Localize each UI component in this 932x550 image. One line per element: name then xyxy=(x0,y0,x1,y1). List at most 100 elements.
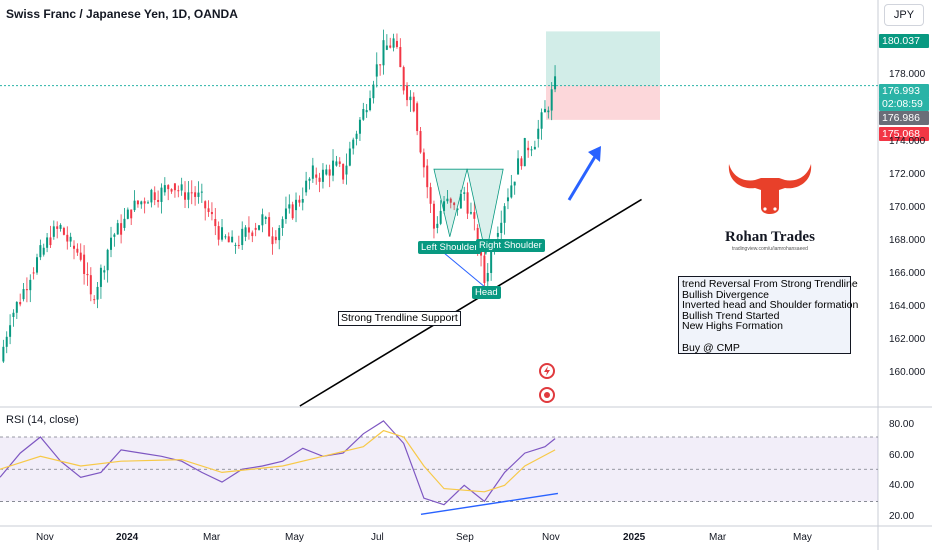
right-shoulder-label[interactable]: Right Shoulder xyxy=(476,239,545,252)
candle-body xyxy=(197,192,200,197)
candle-body xyxy=(325,169,328,175)
candle-body xyxy=(268,217,271,237)
candle-body xyxy=(204,201,207,209)
candle-body xyxy=(76,248,79,253)
candle-body xyxy=(157,199,160,202)
time-axis-label: May xyxy=(793,532,812,543)
candle-body xyxy=(214,219,217,227)
candle-body xyxy=(231,236,234,243)
candle-body xyxy=(200,191,203,193)
candle-body xyxy=(496,232,499,237)
candle-body xyxy=(480,251,483,256)
note-line: trend Reversal From Strong Trendline xyxy=(682,278,858,290)
candle-body xyxy=(453,202,456,206)
candle-body xyxy=(116,223,119,235)
candle-body xyxy=(305,180,308,193)
candle-body xyxy=(167,185,170,190)
candle-body xyxy=(180,184,183,191)
last-price-tag: 176.993 xyxy=(879,84,929,98)
candle-body xyxy=(254,227,257,230)
candle-body xyxy=(527,147,530,151)
candle-body xyxy=(113,234,116,237)
candle-body xyxy=(32,272,35,274)
candle-body xyxy=(274,236,277,241)
candle-body xyxy=(221,227,224,240)
note-line: Buy @ CMP xyxy=(682,341,740,354)
candle-body xyxy=(422,152,425,168)
trendline-support-label[interactable]: Strong Trendline Support xyxy=(338,311,461,326)
note-line: Inverted head and Shoulder formation xyxy=(682,299,859,312)
price-axis-label: 168.000 xyxy=(889,235,926,246)
candle-body xyxy=(241,228,244,246)
analysis-notes-box[interactable]: trend Reversal From Strong Trendline Bul… xyxy=(678,276,859,354)
candle-body xyxy=(463,192,466,194)
candle-body xyxy=(184,192,187,200)
stop-loss-price-tag: 175.068 xyxy=(879,127,929,141)
candle-body xyxy=(237,244,240,246)
rsi-axis-label: 60.00 xyxy=(889,450,915,461)
candle-body xyxy=(25,289,28,291)
candle-body xyxy=(210,212,213,215)
candle-body xyxy=(130,209,133,219)
bull-head-icon xyxy=(728,164,812,214)
candle-body xyxy=(177,190,180,192)
candle-body xyxy=(402,67,405,91)
take-profit-zone xyxy=(546,31,660,86)
candle-body xyxy=(291,204,294,219)
candle-body xyxy=(382,40,385,66)
price-axis-label: 172.000 xyxy=(889,169,926,180)
currency-selector[interactable]: JPY xyxy=(884,4,924,26)
candle-body xyxy=(456,208,459,211)
candle-body xyxy=(399,47,402,68)
rsi-label: RSI (14, close) xyxy=(6,414,79,426)
candle-body xyxy=(301,198,304,203)
price-axis-label: 166.000 xyxy=(889,268,926,279)
candle-body xyxy=(365,110,368,113)
candle-body xyxy=(93,299,96,301)
left-shoulder-label[interactable]: Left Shoulder xyxy=(418,241,481,254)
candle-body xyxy=(328,169,331,176)
candle-body xyxy=(52,226,55,237)
candle-body xyxy=(530,149,533,151)
head-label[interactable]: Head xyxy=(472,286,501,299)
candle-body xyxy=(96,286,99,300)
trendline-support xyxy=(299,198,642,407)
lightning-icon[interactable] xyxy=(539,363,555,379)
candle-body xyxy=(73,245,76,249)
candle-body xyxy=(308,178,311,181)
stop-loss-zone xyxy=(546,85,660,120)
candle-body xyxy=(389,45,392,48)
candle-body xyxy=(554,76,557,90)
candle-body xyxy=(439,210,442,224)
candle-body xyxy=(412,96,415,112)
candle-body xyxy=(59,224,62,229)
candle-body xyxy=(244,227,247,237)
candle-body xyxy=(207,208,210,213)
time-axis-label: Sep xyxy=(456,532,474,543)
candle-body xyxy=(537,128,540,139)
candle-body xyxy=(469,212,472,214)
candle-body xyxy=(395,40,398,48)
candle-body xyxy=(39,245,42,258)
bid-price-tag: 176.986 xyxy=(879,111,929,125)
target-icon[interactable] xyxy=(539,387,555,403)
candle-body xyxy=(419,131,422,153)
candle-body xyxy=(406,85,409,101)
candle-body xyxy=(227,236,230,243)
candle-body xyxy=(187,192,190,200)
candle-body xyxy=(62,227,65,235)
time-axis-label: 2024 xyxy=(116,532,139,543)
candle-body xyxy=(315,174,318,178)
rsi-axis-label: 40.00 xyxy=(889,480,915,491)
candle-body xyxy=(170,189,173,192)
candle-body xyxy=(295,199,298,211)
candle-body xyxy=(520,158,523,167)
candle-body xyxy=(251,232,254,237)
candle-body xyxy=(335,161,338,166)
candle-body xyxy=(392,38,395,48)
candle-body xyxy=(143,201,146,204)
candle-body xyxy=(150,189,153,203)
candle-body xyxy=(459,193,462,209)
candle-body xyxy=(443,201,446,211)
